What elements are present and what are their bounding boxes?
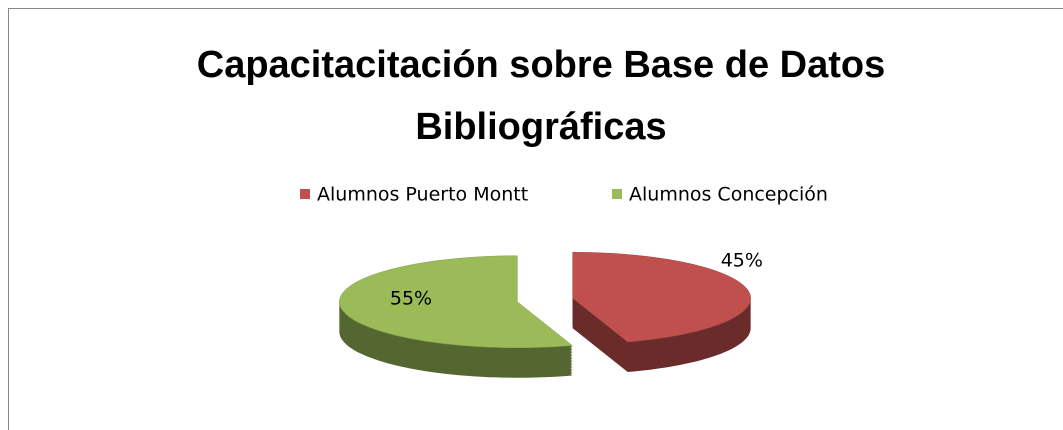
pie-slice: [339, 255, 573, 348]
data-label: 55%: [390, 288, 432, 310]
chart-title: Capacitacitación sobre Base de Datos Bib…: [196, 44, 886, 148]
data-label: 45%: [721, 249, 763, 271]
legend-swatch: [612, 189, 622, 199]
chart-border: [8, 8, 1063, 430]
legend-swatch: [300, 189, 310, 199]
legend-label: Alumnos Puerto Montt: [317, 184, 528, 206]
legend-label: Alumnos Concepción: [629, 184, 828, 206]
pie-slice: [572, 251, 751, 343]
